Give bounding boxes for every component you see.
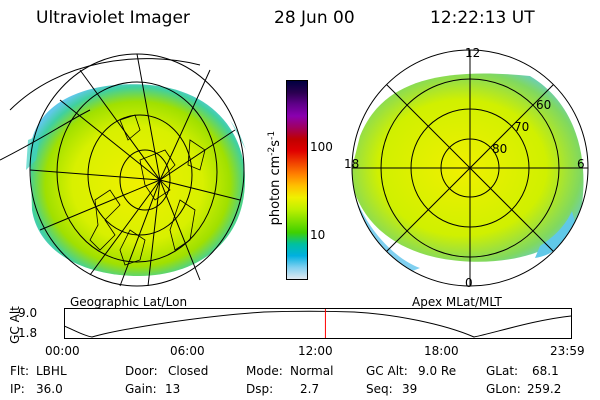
colorbar-unit-label: photon cm-2s-1 xyxy=(267,108,283,248)
gain-label: Gain: xyxy=(125,382,157,396)
gcalt-label: GC Alt: xyxy=(366,364,408,378)
unit-sup2: -1 xyxy=(266,130,277,140)
ip-label: IP: xyxy=(10,382,25,396)
alt-xtick-1: 06:00 xyxy=(170,344,205,358)
flt-label: Flt: xyxy=(10,364,29,378)
alt-xtick-0: 00:00 xyxy=(45,344,80,358)
altitude-curve xyxy=(64,310,572,338)
alt-xtick-3: 18:00 xyxy=(424,344,459,358)
dsp-label: Dsp: xyxy=(246,382,274,396)
unit-main: photon cm xyxy=(268,155,284,226)
mlt-label-bottom: 0 xyxy=(465,276,473,290)
colorbar-tick-100: 100 xyxy=(310,140,333,154)
flt-value: LBHL xyxy=(36,364,67,378)
glat-label: GLat: xyxy=(486,364,519,378)
seq-value: 39 xyxy=(402,382,418,396)
alt-xtick-2: 12:00 xyxy=(298,344,333,358)
aurora-image xyxy=(26,84,246,277)
geographic-caption: Geographic Lat/Lon xyxy=(70,295,188,309)
door-label: Door: xyxy=(125,364,158,378)
glon-label: GLon: xyxy=(486,382,521,396)
mode-value: Normal xyxy=(290,364,334,378)
geographic-map xyxy=(0,53,246,287)
colorbar-tick-10: 10 xyxy=(310,228,326,242)
ip-value: 36.0 xyxy=(36,382,63,396)
seq-label: Seq: xyxy=(366,382,393,396)
magnetic-polar-map xyxy=(351,49,589,287)
colorbar xyxy=(286,80,308,280)
glon-value: 259.2 xyxy=(527,382,562,396)
mlt-label-top: 12 xyxy=(465,46,481,60)
mode-label: Mode: xyxy=(246,364,283,378)
glat-value: 68.1 xyxy=(532,364,559,378)
mlt-label-left: 18 xyxy=(344,157,360,171)
apex-caption: Apex MLat/MLT xyxy=(412,295,502,309)
mlat-label-80: 80 xyxy=(492,142,508,156)
mlat-label-70: 70 xyxy=(514,120,530,134)
coastlines xyxy=(89,114,206,266)
instrument-title: Ultraviolet Imager xyxy=(36,8,190,28)
mlat-label-60: 60 xyxy=(536,98,552,112)
alt-ytick-low: 1.8 xyxy=(18,326,38,340)
dsp-value: 2.7 xyxy=(300,382,320,396)
alt-ytick-high: 9.0 xyxy=(18,306,38,320)
date-label: 28 Jun 00 xyxy=(274,8,355,28)
unit-mid: s xyxy=(268,139,284,147)
door-value: Closed xyxy=(168,364,209,378)
unit-sup1: -2 xyxy=(266,146,277,156)
mlt-label-right: 6 xyxy=(577,157,585,171)
alt-xtick-4: 23:59 xyxy=(550,344,585,358)
gain-value: 13 xyxy=(165,382,181,396)
gcalt-value: 9.0 Re xyxy=(418,364,457,378)
altitude-plot xyxy=(64,308,572,339)
mlat-mlt-grid xyxy=(351,49,589,287)
time-label: 12:22:13 UT xyxy=(430,8,535,28)
